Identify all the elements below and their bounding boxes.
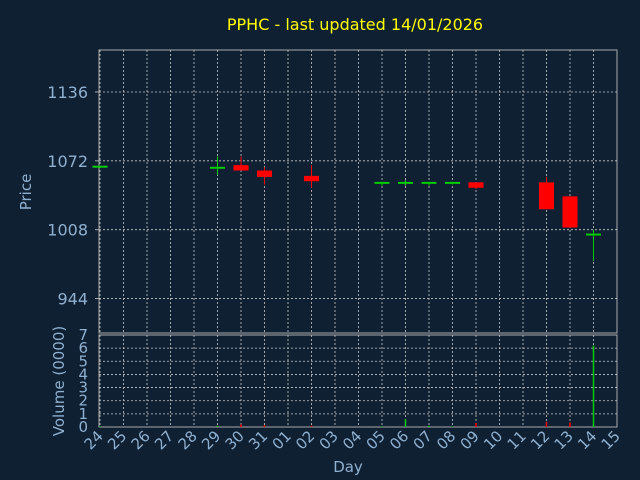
volume-tick-label: 4: [78, 365, 88, 383]
y-axis-label-volume: Volume (0000): [50, 326, 68, 436]
candle-body: [233, 165, 249, 171]
candle-body: [257, 170, 272, 177]
candles: [92, 156, 601, 261]
price-grid: [99, 50, 617, 333]
candle-body: [304, 175, 319, 182]
chart-title: PPHC - last updated 14/01/2026: [227, 15, 483, 34]
price-tick-label: 1136: [47, 83, 88, 102]
volume-tick-label: 3: [78, 379, 88, 397]
price-panel-frame: [98, 49, 618, 334]
price-tick-label: 944: [57, 290, 88, 309]
x-axis-label: Day: [333, 458, 363, 476]
date-tick-labels: 2425262728293031010203040506070809101112…: [81, 427, 624, 453]
volume-panel-frame: [98, 334, 618, 428]
volume-tick-label: 0: [78, 418, 88, 436]
volume-tick-label: 2: [78, 392, 88, 410]
candle-body: [539, 182, 554, 210]
price-tick-label: 1008: [47, 221, 88, 240]
y-axis-label-price: Price: [17, 174, 35, 211]
volume-tick-label: 5: [78, 352, 88, 370]
price-tick-label: 1072: [47, 152, 88, 171]
volume-tick-label: 7: [78, 326, 88, 344]
candle-body: [468, 182, 484, 188]
price-tick-labels: 944 1008 1072 1136: [47, 83, 99, 309]
volume-bars: [99, 345, 595, 427]
candle-body: [562, 196, 578, 228]
volume-tick-label: 6: [78, 339, 88, 357]
volume-tick-label: 1: [78, 405, 88, 423]
